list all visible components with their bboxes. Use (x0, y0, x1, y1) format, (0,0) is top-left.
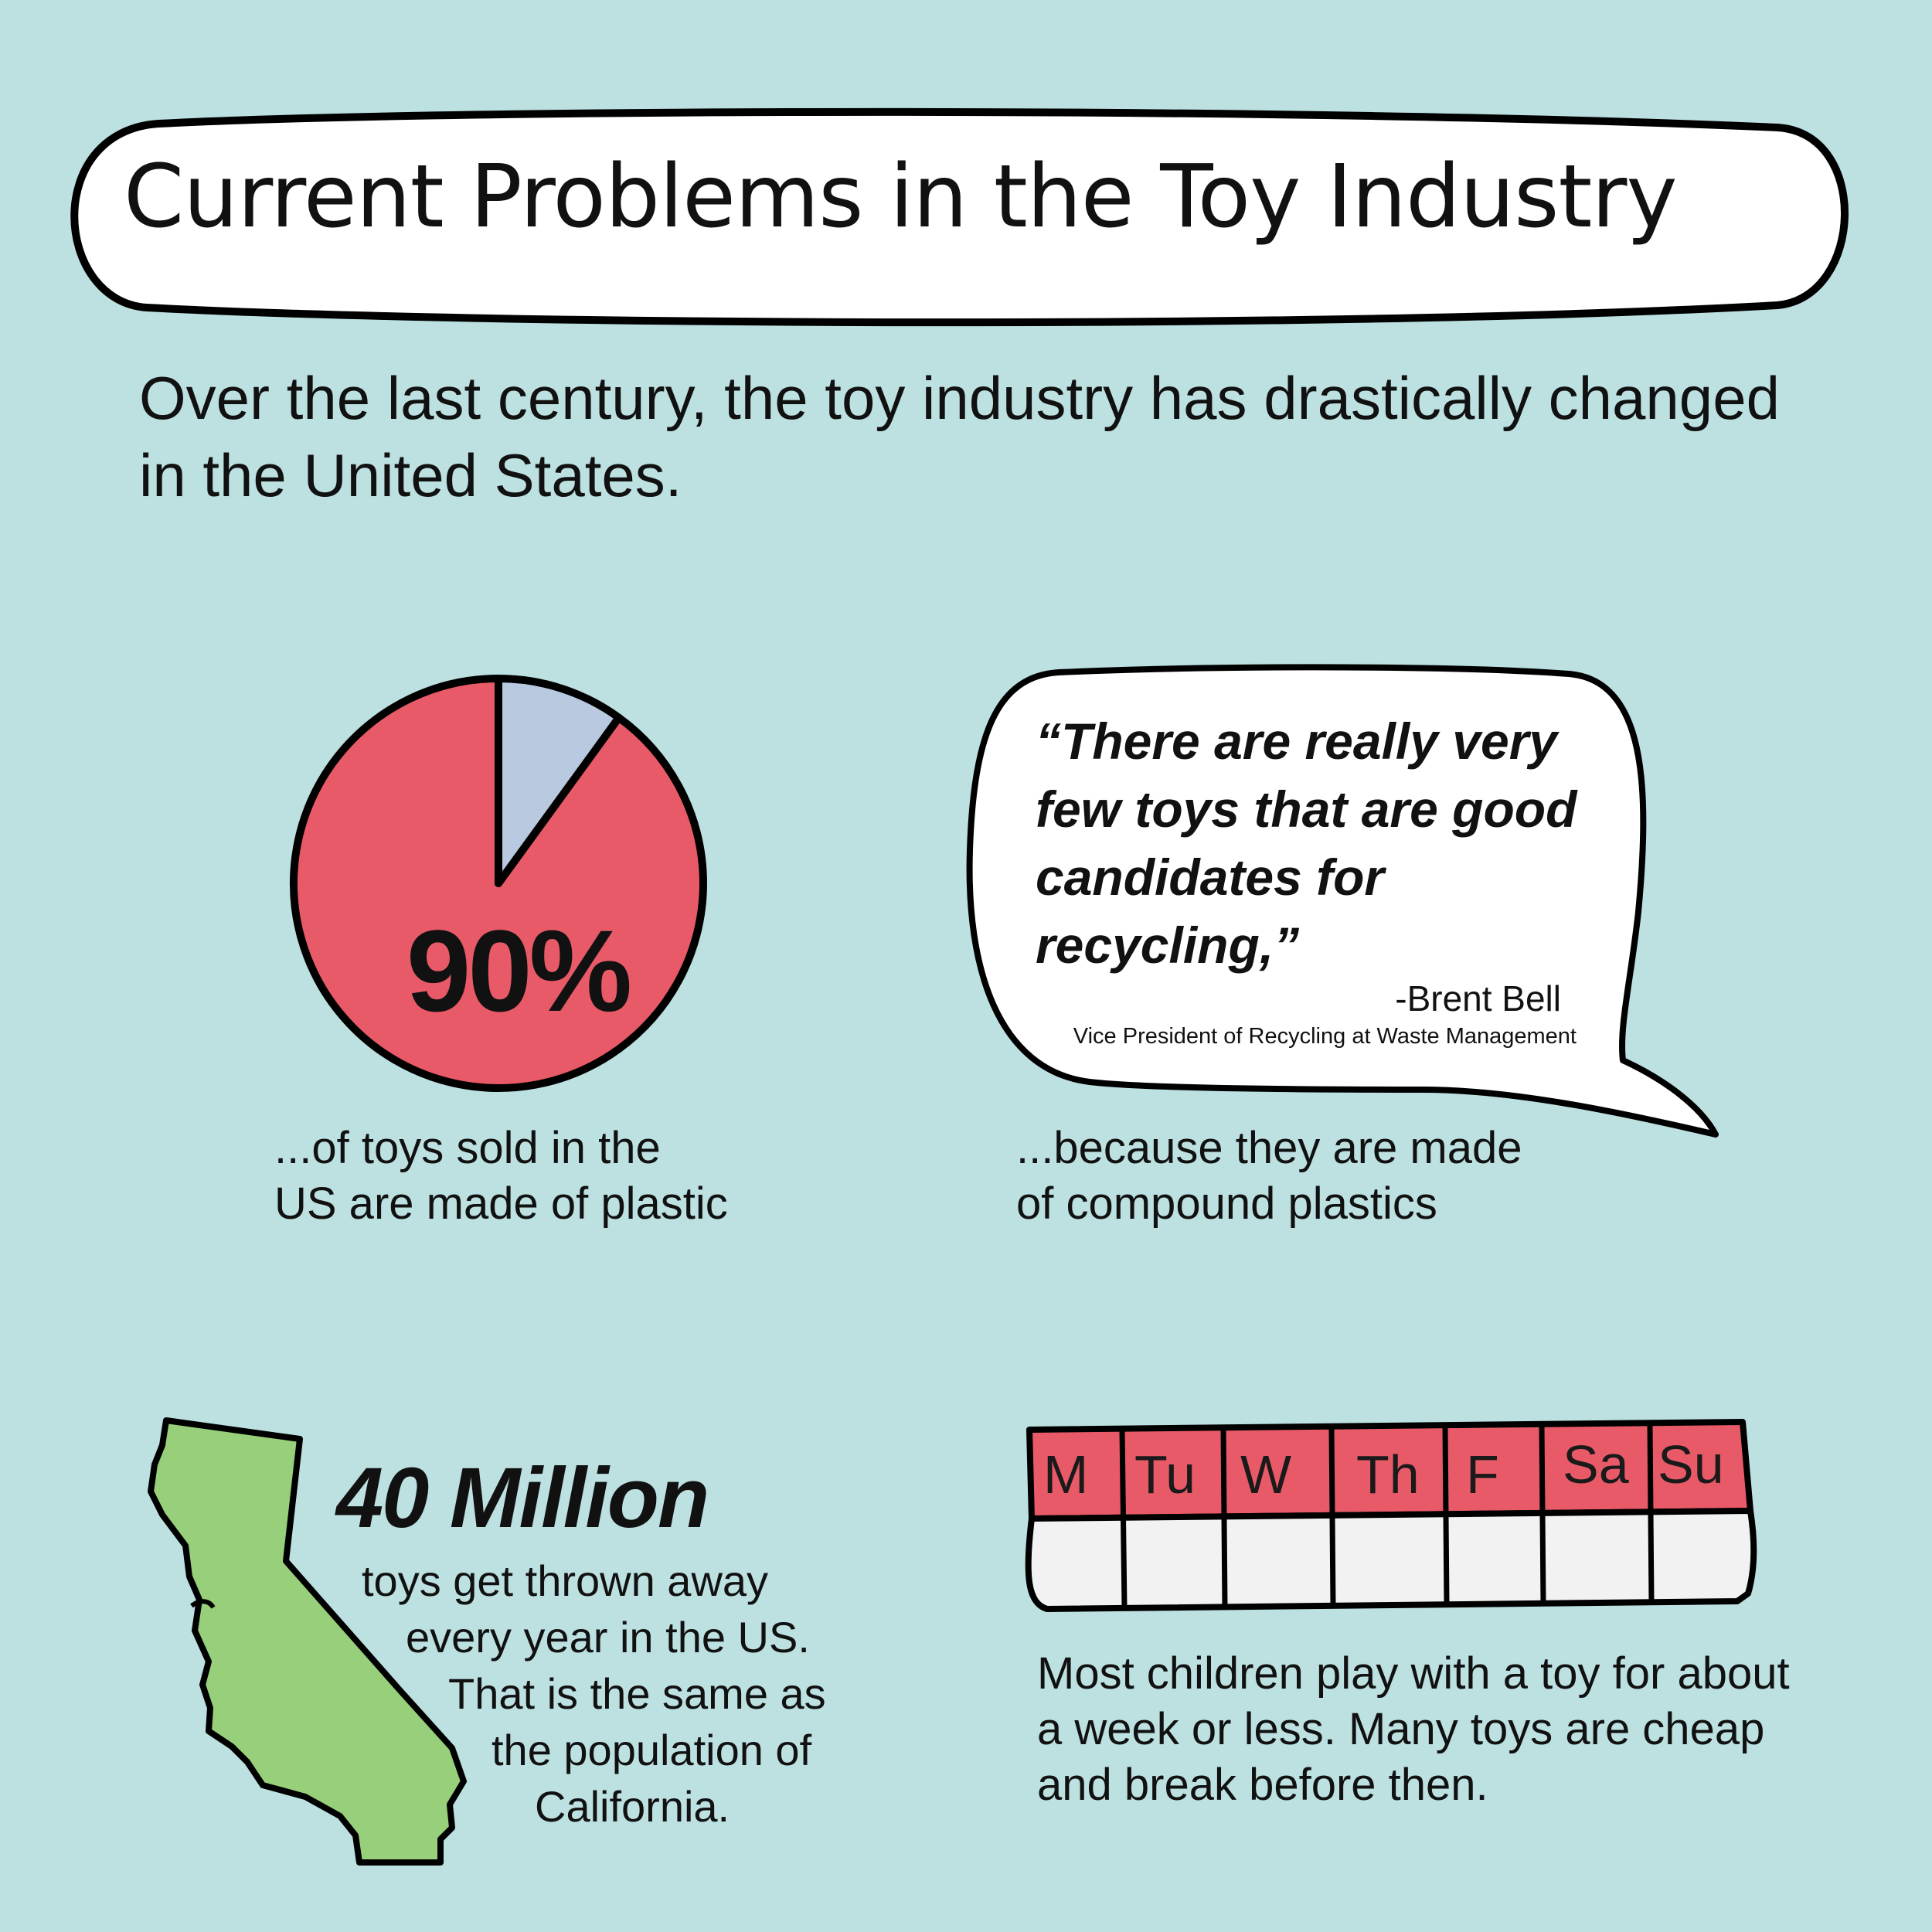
toys-thrown-away-number: 40 Million (336, 1451, 709, 1546)
calendar-day-m: M (1043, 1444, 1089, 1505)
calendar-day-su: Su (1658, 1434, 1724, 1495)
thrown-away-line1: toys get thrown away (362, 1556, 769, 1605)
plastic-percent-label: 90% (406, 906, 632, 1036)
quote-caption-line2: of compound plastics (1016, 1179, 1437, 1229)
calendar-day-f: F (1466, 1444, 1499, 1505)
week-caption: Most children play with a toy for about … (1037, 1648, 1790, 1810)
quote-caption-line1: ...because they are made (1016, 1123, 1522, 1173)
plastic-caption-line2: US are made of plastic (274, 1179, 728, 1229)
quote-caption: ...because they are made of compound pla… (1016, 1121, 1634, 1232)
calendar-day-sa: Sa (1563, 1434, 1629, 1495)
plastic-caption-line1: ...of toys sold in the (274, 1123, 661, 1173)
pie-slice-other (495, 675, 623, 887)
thrown-away-line2: every year in the US. (406, 1613, 810, 1662)
thrown-away-line4: the population of (492, 1726, 812, 1774)
quote-text: “There are really very few toys that are… (1036, 713, 1577, 974)
calendar-day-th: Th (1356, 1444, 1420, 1505)
plastic-caption: ...of toys sold in the US are made of pl… (274, 1121, 815, 1232)
quote-author-role: Vice President of Recycling at Waste Man… (1073, 1024, 1577, 1049)
page-title: Current Problems in the Toy Industry (124, 147, 1678, 247)
calendar-day-tu: Tu (1134, 1444, 1196, 1505)
intro-paragraph: Over the last century, the toy industry … (139, 364, 1780, 509)
thrown-away-line3: That is the same as (448, 1669, 826, 1718)
thrown-away-line5: California. (535, 1782, 730, 1831)
calendar-day-w: W (1240, 1444, 1292, 1505)
quote-author: -Brent Bell (1395, 978, 1561, 1019)
